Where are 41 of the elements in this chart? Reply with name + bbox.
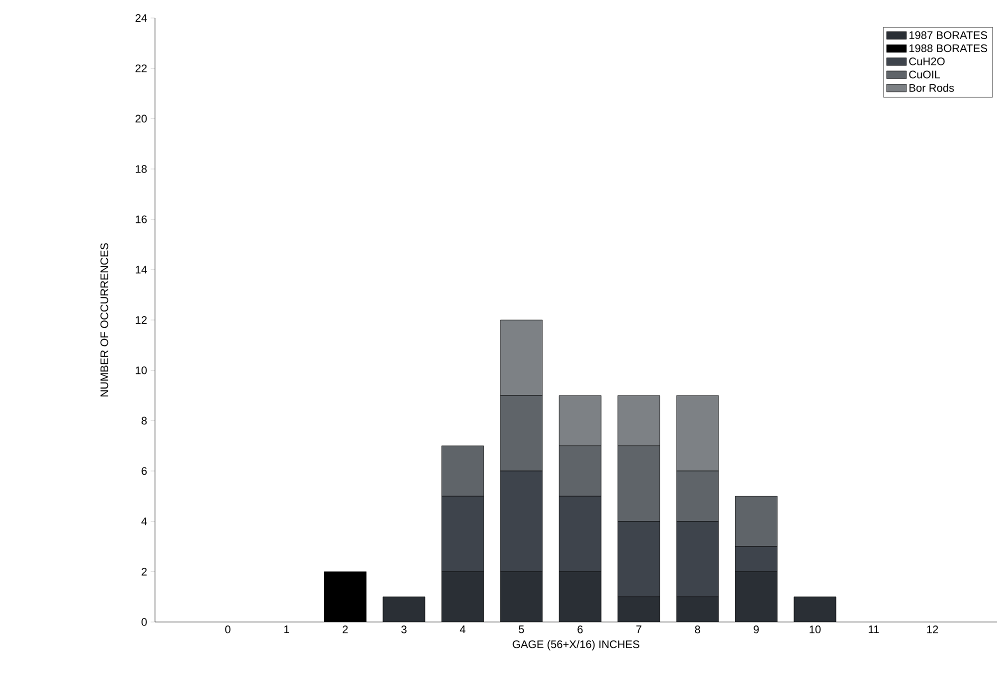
y-tick-label: 18 bbox=[136, 165, 147, 173]
bar bbox=[676, 596, 719, 622]
y-tick-label: 22 bbox=[136, 64, 147, 72]
bar bbox=[735, 572, 778, 622]
y-tick-label: 0 bbox=[142, 618, 147, 626]
legend-label: 1988 BORATES bbox=[909, 44, 988, 52]
x-tick-label: 8 bbox=[694, 626, 700, 634]
y-tick-label: 16 bbox=[136, 215, 147, 224]
bar bbox=[794, 596, 836, 622]
x-tick-label: 7 bbox=[636, 626, 642, 634]
bar bbox=[442, 572, 484, 622]
y-tick-label: 10 bbox=[136, 366, 147, 374]
bar bbox=[559, 572, 602, 622]
bar bbox=[500, 572, 542, 622]
x-tick-label: 12 bbox=[927, 626, 938, 634]
x-tick-label: 5 bbox=[518, 626, 524, 634]
y-tick-label: 4 bbox=[141, 518, 147, 526]
x-tick-label: 3 bbox=[401, 626, 407, 634]
x-tick-label: 0 bbox=[225, 626, 230, 634]
legend-label: CuOIL bbox=[909, 70, 940, 78]
x-tick-label: 11 bbox=[868, 626, 879, 634]
y-tick-label: 6 bbox=[142, 467, 147, 475]
bar bbox=[382, 596, 425, 622]
y-tick-label: 14 bbox=[136, 266, 147, 274]
y-tick-label: 8 bbox=[142, 416, 147, 425]
x-tick-label: 2 bbox=[342, 626, 348, 634]
y-tick-label: 2 bbox=[142, 568, 147, 576]
x-tick-label: 4 bbox=[460, 626, 466, 634]
x-tick-label: 9 bbox=[754, 626, 759, 634]
x-tick-label: 6 bbox=[578, 626, 583, 634]
legend-label: Bor Rods bbox=[910, 84, 954, 92]
x-tick-label: 1 bbox=[284, 626, 290, 634]
y-tick-label: 20 bbox=[136, 114, 147, 123]
legend-label: 1987 BORATES bbox=[909, 31, 988, 39]
x-axis-title: GAGE (56+X/16) INCHES bbox=[512, 640, 640, 650]
legend-label: CuH2O bbox=[909, 58, 945, 66]
y-tick-label: 12 bbox=[136, 316, 147, 324]
y-axis-title: NUMBER OF OCCURRENCES bbox=[100, 243, 108, 396]
bar bbox=[618, 596, 660, 622]
x-tick-label: 10 bbox=[810, 626, 821, 634]
y-tick-label: 24 bbox=[136, 14, 147, 22]
